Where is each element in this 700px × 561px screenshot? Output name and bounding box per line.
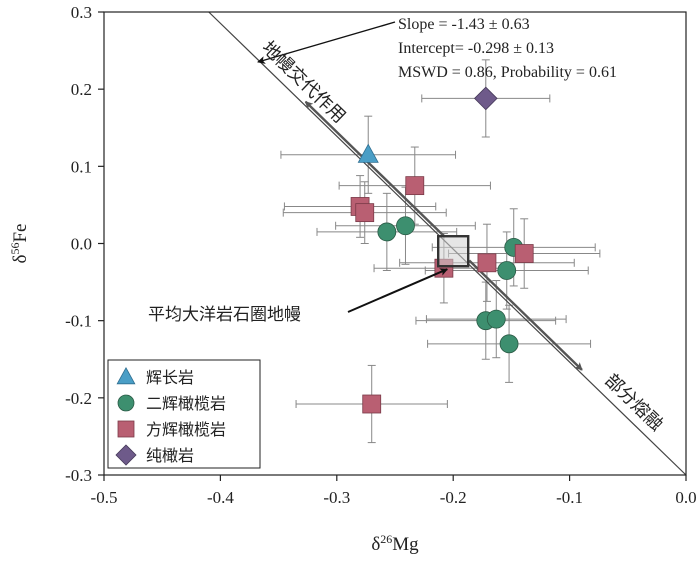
y-tick-label: 0.1 [71, 157, 92, 176]
diamond-marker [115, 444, 137, 466]
circle-marker [499, 334, 519, 354]
y-tick-label: -0.3 [65, 466, 92, 485]
x-tick-label: -0.5 [91, 488, 118, 507]
triangle-marker [357, 143, 379, 163]
metasomatism-arrow [304, 100, 445, 237]
average-mantle-marker [437, 235, 470, 268]
y-axis-label: δ56Fe [8, 224, 31, 264]
y-tick-label: -0.1 [65, 312, 92, 331]
data-points [347, 86, 534, 414]
stats-pointer-arrow [257, 21, 396, 64]
legend-label: 方辉橄榄岩 [146, 420, 226, 439]
x-tick-label: -0.3 [323, 488, 350, 507]
legend-label: 纯橄岩 [146, 446, 194, 465]
mswd-text: MSWD = 0.86, Probability = 0.61 [398, 64, 617, 81]
axes: -0.5 -0.4 -0.3 -0.2 -0.1 0.0 0.3 0.2 0.1 0.0 -0.1 -… [65, 3, 697, 507]
x-axis-label: δ26Mg [371, 532, 419, 555]
circle-marker [377, 222, 397, 242]
circle-marker [396, 216, 415, 236]
legend-box [107, 359, 261, 469]
y-tick-label: -0.2 [65, 389, 92, 408]
average-mantle-label: 平均大洋岩石圈地幔 [148, 305, 301, 325]
x-tick-label: -0.4 [207, 488, 234, 507]
x-tick-label: -0.1 [556, 488, 583, 507]
square-marker [514, 244, 534, 263]
mantle-metasomatism-label: 地幔交代作用 [257, 37, 349, 127]
circle-marker [117, 394, 135, 412]
y-tick-label: 0.0 [71, 235, 92, 254]
square-marker [477, 253, 497, 273]
square-marker [405, 176, 425, 196]
x-tick-label: 0.0 [675, 488, 696, 507]
y-tick-label: 0.2 [71, 80, 92, 99]
circle-marker [497, 261, 517, 280]
legend-label: 辉长岩 [146, 368, 194, 387]
average-mantle-pointer-arrow [347, 268, 449, 313]
square-marker [355, 203, 375, 223]
diamond-marker [473, 86, 498, 111]
legend-label: 二辉橄榄岩 [146, 394, 226, 413]
melting-arrow [468, 259, 583, 371]
square-marker [362, 394, 382, 414]
intercept-text: Intercept= -0.298 ± 0.13 [398, 40, 554, 57]
y-tick-label: 0.3 [71, 3, 92, 22]
x-tick-label: -0.2 [440, 488, 467, 507]
slope-text: Slope = -1.43 ± 0.63 [398, 16, 530, 33]
circle-marker [486, 309, 506, 329]
partial-melting-label: 部分熔融 [601, 370, 667, 435]
regression-stats: Slope = -1.43 ± 0.63 Intercept= -0.298 ±… [398, 16, 617, 81]
square-marker [117, 420, 135, 438]
triangle-marker [116, 366, 136, 385]
